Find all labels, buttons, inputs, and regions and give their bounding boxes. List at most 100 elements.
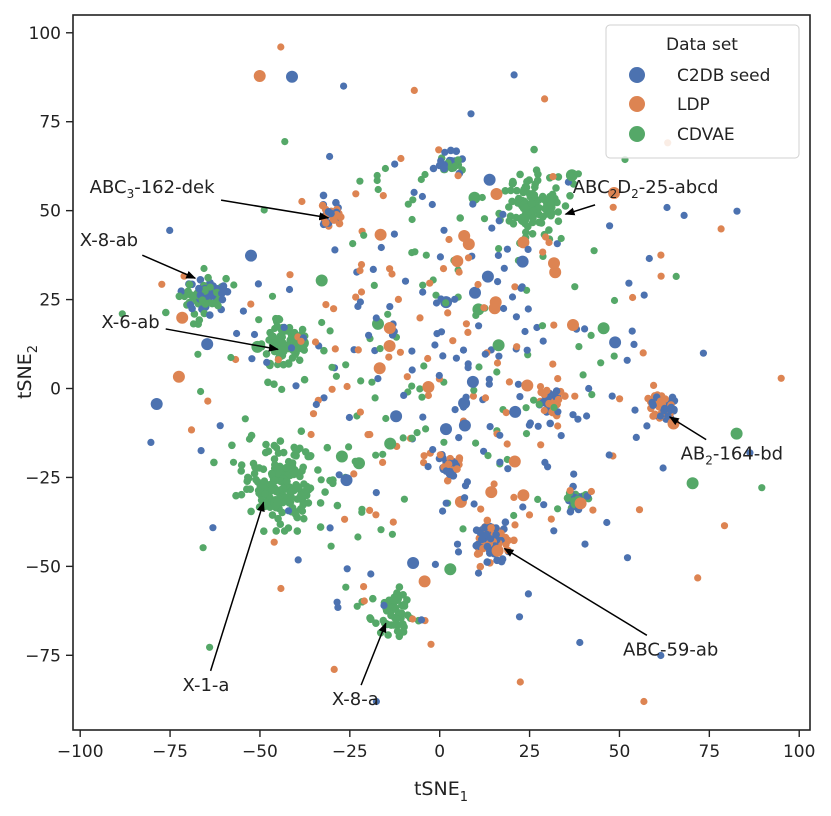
- data-point: [400, 495, 408, 503]
- data-point: [606, 222, 614, 230]
- data-point: [399, 434, 407, 442]
- data-point: [672, 272, 680, 280]
- data-point: [387, 611, 395, 620]
- data-point: [188, 304, 196, 313]
- data-point: [499, 210, 507, 218]
- data-point: [267, 469, 276, 478]
- data-point: [395, 583, 404, 591]
- data-point: [454, 548, 463, 556]
- data-point: [340, 82, 348, 90]
- data-point: [316, 499, 325, 507]
- data-point: [270, 538, 278, 546]
- data-point: [536, 383, 545, 391]
- data-point: [320, 346, 328, 355]
- data-point: [529, 214, 537, 222]
- data-point: [333, 598, 341, 606]
- data-point: [461, 494, 469, 502]
- data-point: [554, 208, 562, 216]
- data-point: [197, 447, 205, 455]
- data-point: [276, 465, 284, 474]
- data-point: [522, 404, 530, 412]
- data-point: [517, 284, 525, 292]
- data-point: [158, 280, 166, 288]
- data-point: [222, 274, 230, 283]
- data-point: [300, 514, 308, 523]
- data-point: [268, 485, 277, 494]
- data-point: [557, 234, 565, 243]
- data-point: [219, 285, 228, 293]
- data-point: [454, 156, 462, 164]
- data-point: [410, 86, 418, 94]
- data-point: [300, 375, 309, 384]
- data-point: [408, 215, 416, 224]
- data-point: [516, 678, 524, 686]
- data-point: [470, 500, 478, 508]
- data-point: [413, 429, 421, 437]
- data-point: [356, 298, 364, 306]
- data-point: [298, 197, 306, 206]
- data-point: [251, 463, 259, 472]
- data-point: [237, 467, 245, 475]
- data-point: [567, 319, 579, 331]
- data-point: [656, 397, 665, 406]
- data-point: [273, 444, 281, 452]
- data-point: [469, 286, 481, 299]
- data-point: [380, 601, 388, 610]
- data-point: [513, 186, 521, 195]
- data-point: [195, 284, 203, 293]
- data-point: [312, 400, 320, 409]
- data-point: [175, 292, 184, 301]
- data-point: [409, 615, 417, 623]
- data-point: [429, 164, 438, 173]
- data-point: [516, 393, 524, 401]
- data-point: [365, 331, 373, 339]
- data-point: [699, 349, 708, 357]
- data-point: [342, 361, 350, 369]
- data-point: [286, 70, 298, 83]
- data-point: [283, 493, 292, 502]
- data-point: [441, 148, 449, 156]
- data-point: [408, 249, 416, 257]
- x-tick-label: −50: [242, 742, 278, 762]
- data-point: [452, 354, 460, 362]
- data-point: [354, 533, 362, 541]
- data-point: [610, 352, 618, 360]
- data-point: [574, 415, 582, 423]
- data-point: [444, 309, 452, 317]
- data-point: [481, 350, 489, 358]
- data-point: [422, 381, 435, 393]
- data-point: [268, 332, 276, 340]
- data-point: [273, 497, 282, 506]
- data-point: [487, 535, 495, 543]
- data-point: [271, 324, 279, 333]
- data-point: [444, 563, 457, 576]
- data-point: [495, 352, 503, 360]
- data-point: [524, 590, 533, 598]
- data-point: [335, 471, 343, 479]
- data-point: [277, 584, 285, 593]
- data-point: [657, 651, 665, 660]
- data-point: [531, 180, 539, 188]
- data-point: [513, 343, 521, 351]
- data-point: [528, 230, 537, 238]
- data-point: [372, 511, 380, 519]
- data-point: [282, 463, 291, 472]
- axis-ticks: −100 −75 −50 −25 0 25 50 75 100 −75 −50 −25 0 25 50 75 1…: [25, 24, 815, 762]
- data-point: [345, 413, 353, 422]
- data-point: [490, 188, 503, 200]
- data-point: [388, 530, 396, 538]
- data-point: [443, 476, 452, 485]
- data-point: [480, 215, 489, 223]
- data-point: [372, 451, 380, 459]
- data-point: [530, 191, 539, 199]
- data-point: [583, 412, 591, 420]
- data-point: [451, 295, 459, 303]
- data-point: [523, 286, 531, 294]
- data-point: [540, 390, 548, 398]
- data-point: [552, 184, 560, 192]
- data-point: [631, 406, 639, 414]
- data-point: [349, 240, 357, 248]
- data-point: [293, 527, 302, 535]
- data-point: [610, 296, 619, 305]
